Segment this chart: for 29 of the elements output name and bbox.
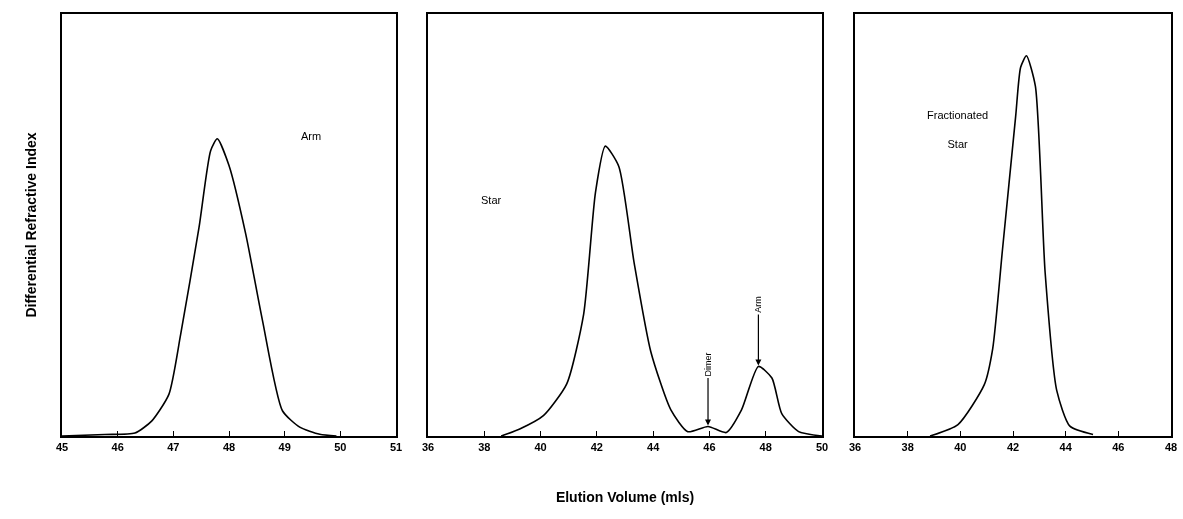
x-tick-label: 46 [111, 441, 124, 454]
x-tick-label: 42 [590, 441, 603, 454]
x-tick-label: 50 [334, 441, 347, 454]
annotation: Arm [752, 296, 763, 313]
text: Fractionated Star [927, 109, 989, 150]
x-tick-label: 48 [222, 441, 236, 454]
x-tick-label: 47 [167, 441, 180, 454]
x-axis-title: Elution Volume (mls) [555, 489, 695, 505]
x-tick-label: 42 [1006, 441, 1020, 454]
x-tick-label: 44 [1059, 441, 1073, 454]
x-tick-label: 46 [1112, 441, 1125, 454]
x-tick-label: 50 [815, 441, 829, 454]
x-tick-label: 45 [55, 441, 69, 454]
x-tick-label: 46 [703, 441, 716, 454]
x-tick-label: 40 [954, 441, 967, 454]
x-tick-label: 38 [901, 441, 914, 454]
annotation: Dimer [702, 352, 713, 377]
x-tick-label: 38 [478, 441, 491, 454]
x-tick-label: 36 [848, 441, 862, 454]
x-tick-label: 49 [278, 441, 291, 454]
x-tick-label: 44 [647, 441, 661, 454]
x-tick-label: 51 [389, 441, 403, 454]
text: Arm [301, 130, 322, 142]
x-tick-label: 40 [534, 441, 547, 454]
x-tick-label: 36 [421, 441, 435, 454]
x-tick-label: 48 [759, 441, 772, 454]
y-axis-title: Differential Refractive Index [23, 132, 40, 318]
x-tick-label: 48 [1164, 441, 1178, 454]
text: Star [481, 194, 502, 206]
